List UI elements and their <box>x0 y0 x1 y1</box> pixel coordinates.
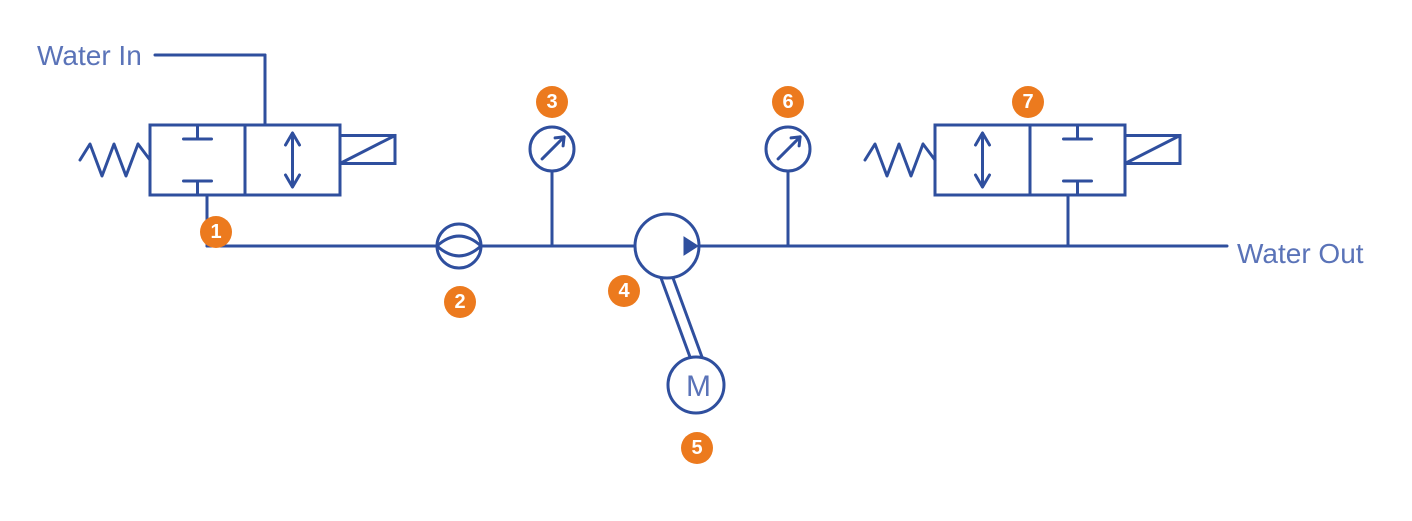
badge-4: 4 <box>608 275 640 307</box>
badge-1: 1 <box>200 216 232 248</box>
badge-5: 5 <box>681 432 713 464</box>
badge-7: 7 <box>1012 86 1044 118</box>
water-out-label: Water Out <box>1237 238 1364 270</box>
motor-letter: M <box>686 370 711 404</box>
water-in-label: Water In <box>37 40 142 72</box>
badge-6: 6 <box>772 86 804 118</box>
badge-3: 3 <box>536 86 568 118</box>
badge-2: 2 <box>444 286 476 318</box>
